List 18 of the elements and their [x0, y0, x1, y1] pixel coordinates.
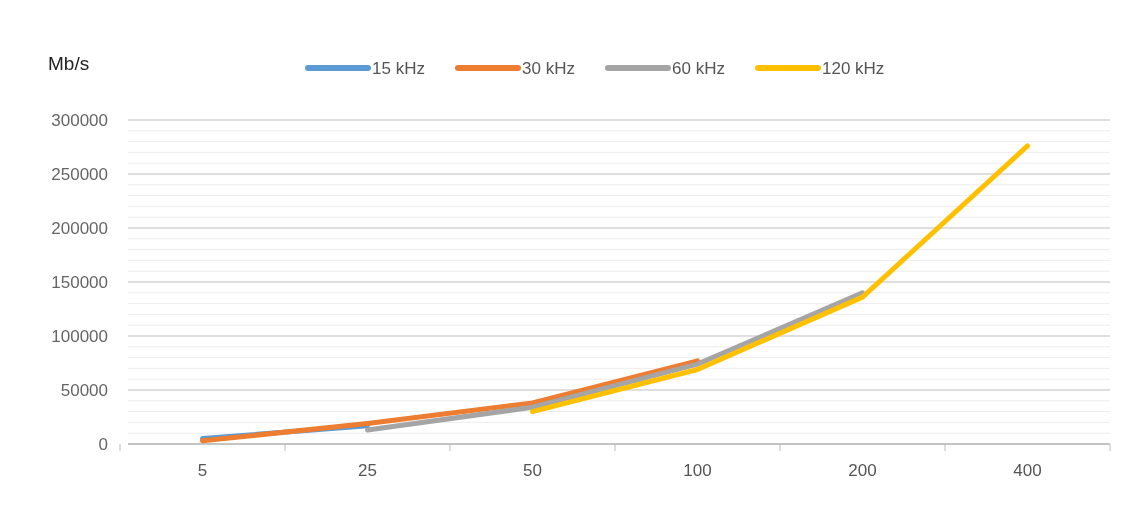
y-axis-title: Mb/s [48, 53, 90, 74]
x-tick-label: 200 [848, 461, 877, 480]
legend-label: 15 kHz [372, 58, 425, 78]
y-tick-label: 200000 [51, 218, 108, 238]
legend-label: 120 kHz [822, 58, 885, 78]
x-tick-label: 400 [1013, 461, 1042, 480]
y-tick-label: 300000 [51, 110, 108, 130]
x-tick-label: 5 [197, 461, 208, 480]
y-tick-label: 150000 [51, 272, 108, 292]
x-tick-label: 25 [358, 461, 377, 480]
x-tick-label: 50 [523, 461, 542, 480]
x-tick-label: 100 [683, 461, 712, 480]
y-tick-label: 100000 [51, 326, 108, 346]
y-tick-label: 250000 [51, 164, 108, 184]
legend-label: 60 kHz [672, 58, 725, 78]
y-tick-label: 0 [98, 434, 108, 454]
y-tick-label: 50000 [60, 380, 108, 400]
legend-label: 30 kHz [522, 58, 575, 78]
